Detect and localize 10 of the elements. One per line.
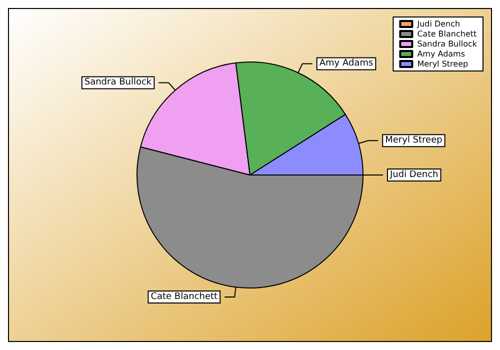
- slice-label: Cate Blanchett: [150, 292, 218, 302]
- legend-label: Meryl Streep: [417, 60, 468, 68]
- category-label: Judi Dench: [417, 20, 460, 28]
- slice-label: Meryl Streep: [385, 136, 443, 146]
- legend-label: Amy Adams: [417, 50, 466, 58]
- slice-label: Sandra Bullock: [84, 78, 152, 88]
- legend-label: Sandra Bullock: [417, 40, 478, 48]
- legend-label: Judi Dench: [389, 170, 438, 180]
- slice-label: Amy Adams: [319, 58, 374, 69]
- legend-label: Cate Blanchett: [417, 30, 477, 38]
